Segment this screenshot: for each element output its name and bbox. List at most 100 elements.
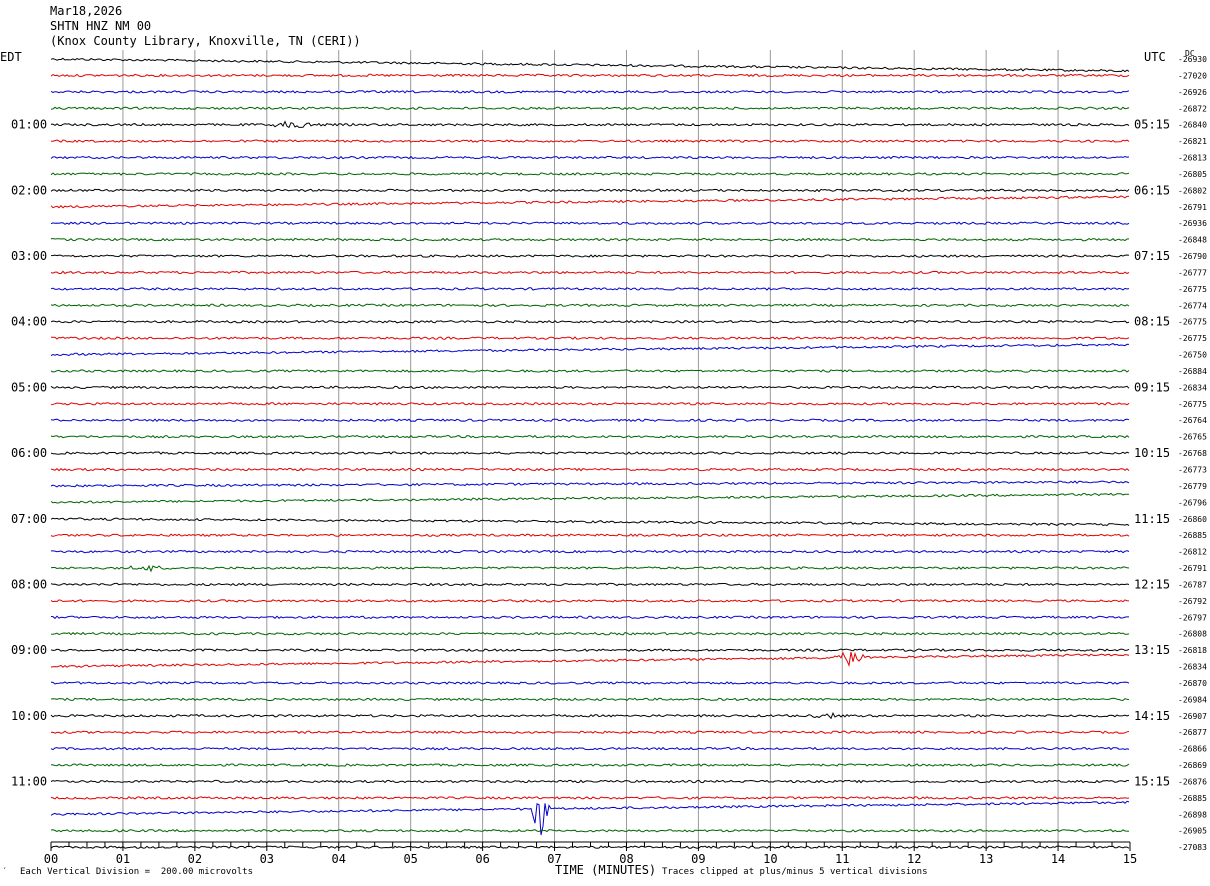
dc-offset-label: -26775 <box>1178 334 1207 343</box>
trace-line <box>50 195 1130 209</box>
left-hour-label: 10:00 <box>11 709 47 723</box>
dc-offset-label: -26930 <box>1178 55 1207 64</box>
dc-offset-label: -26808 <box>1178 630 1207 639</box>
dc-offset-label: -26813 <box>1178 154 1207 163</box>
x-tick-label: 12 <box>907 852 921 866</box>
dc-offset-label: -26905 <box>1178 827 1207 836</box>
left-hour-label: 04:00 <box>11 315 47 329</box>
x-tick-label: 00 <box>44 852 58 866</box>
dc-offset-label: -26821 <box>1178 137 1207 146</box>
right-hour-label: 05:15 <box>1134 118 1170 132</box>
trace-line <box>50 648 1130 652</box>
dc-offset-label: -26834 <box>1178 663 1207 672</box>
x-tick-label: 13 <box>979 852 993 866</box>
right-hour-label: 12:15 <box>1134 577 1170 591</box>
trace-line <box>51 336 1130 340</box>
x-tick-label: 04 <box>332 852 346 866</box>
left-hour-label: 11:00 <box>11 774 47 788</box>
x-tick-label: 09 <box>691 852 705 866</box>
x-tick-label: 01 <box>116 852 130 866</box>
header-date: Mar18,2026 <box>50 4 123 18</box>
trace-line <box>50 829 1130 833</box>
x-tick-label: 07 <box>547 852 561 866</box>
dc-offset-label: -26848 <box>1178 236 1207 245</box>
trace-line <box>50 763 1130 767</box>
trace-line <box>50 599 1130 603</box>
trace-line <box>50 631 1130 636</box>
dc-offset-label: -26866 <box>1178 745 1207 754</box>
dc-offset-label: -26870 <box>1178 679 1207 688</box>
dc-offset-label: -26779 <box>1178 482 1207 491</box>
dc-offset-label: -26792 <box>1178 597 1207 606</box>
right-hour-label: 09:15 <box>1134 380 1170 394</box>
trace-line <box>50 796 1130 800</box>
trace-line <box>50 303 1130 308</box>
trace-line <box>50 369 1130 373</box>
left-hour-label: 02:00 <box>11 183 47 197</box>
trace-line <box>50 343 1130 357</box>
right-hour-label: 11:15 <box>1134 512 1170 526</box>
dc-offset-label: -26884 <box>1178 367 1207 376</box>
dc-offset-label: -26750 <box>1178 351 1207 360</box>
trace-line <box>50 319 1130 324</box>
trace-line <box>51 549 1130 554</box>
trace-line <box>50 492 1130 504</box>
trace-line <box>50 746 1130 751</box>
right-hour-label: 08:15 <box>1134 315 1170 329</box>
trace-line <box>50 517 1130 527</box>
dc-offset-label: -26773 <box>1178 466 1207 475</box>
right-hour-label: 10:15 <box>1134 446 1170 460</box>
dc-offset-label: -26796 <box>1178 498 1207 507</box>
trace-line <box>50 697 1130 702</box>
left-timezone: EDT <box>0 50 22 64</box>
right-hour-label: 06:15 <box>1134 183 1170 197</box>
dc-offset-label: -26797 <box>1178 613 1207 622</box>
dc-offset-label: -26818 <box>1178 646 1207 655</box>
trace-line <box>50 106 1130 110</box>
dc-offset-label: -26860 <box>1178 515 1207 524</box>
trace-line <box>50 188 1130 193</box>
left-hour-label: 03:00 <box>11 249 47 263</box>
trace-line <box>50 467 1130 472</box>
dc-offset-label: -26885 <box>1178 531 1207 540</box>
x-tick-label: 08 <box>619 852 633 866</box>
dc-offset-label: -26812 <box>1178 548 1207 557</box>
dc-offset-label: -26802 <box>1178 186 1207 195</box>
trace-line <box>50 270 1130 275</box>
dc-offset-label: -26907 <box>1178 712 1207 721</box>
trace-line <box>50 120 1130 129</box>
right-hour-label: 15:15 <box>1134 774 1170 788</box>
x-tick-label: 03 <box>260 852 274 866</box>
header-station: SHTN HNZ NM 00 <box>50 19 152 33</box>
trace-line <box>50 779 1130 784</box>
trace-line <box>50 533 1130 537</box>
trace-line <box>50 564 1130 573</box>
dc-offset-label: -26774 <box>1178 301 1207 310</box>
dc-offset-label: -26777 <box>1178 268 1207 277</box>
x-tick-label: 05 <box>403 852 417 866</box>
trace-line <box>50 73 1130 78</box>
dc-label: DC <box>1185 49 1195 58</box>
right-hour-label: 13:15 <box>1134 643 1170 657</box>
dc-offset-label: -26876 <box>1178 777 1207 786</box>
trace-line <box>50 254 1130 258</box>
right-hour-label: 07:15 <box>1134 249 1170 263</box>
dc-offset-label: -26869 <box>1178 761 1207 770</box>
x-tick-label: 14 <box>1051 852 1065 866</box>
right-timezone: UTC <box>1144 50 1166 64</box>
dc-offset-label: -26872 <box>1178 104 1207 113</box>
dc-offset-label: -27020 <box>1178 71 1207 80</box>
dc-offset-label: -26834 <box>1178 383 1207 392</box>
trace-line <box>50 402 1130 406</box>
x-axis-label: TIME (MINUTES) <box>555 863 657 877</box>
trace-line <box>50 615 1129 620</box>
dc-offset-label: -26790 <box>1178 252 1207 261</box>
trace-line <box>50 712 1130 720</box>
dc-offset-label: -26805 <box>1178 170 1207 179</box>
trace-line <box>50 385 1130 390</box>
trace-line <box>50 451 1130 455</box>
left-hour-label: 01:00 <box>11 118 47 132</box>
x-tick-label: 02 <box>188 852 202 866</box>
x-tick-label: 10 <box>763 852 777 866</box>
